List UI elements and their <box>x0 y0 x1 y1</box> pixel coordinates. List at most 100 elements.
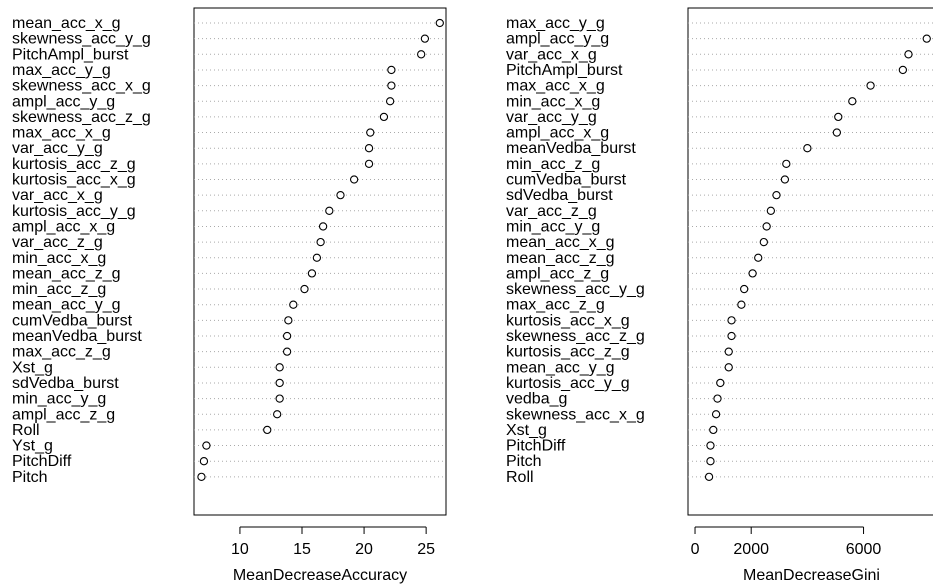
category-label: skewness_acc_z_g <box>12 109 151 126</box>
data-point <box>289 300 298 309</box>
data-point <box>300 284 309 294</box>
category-label: ampl_acc_x_g <box>506 125 609 142</box>
category-label: skewness_acc_z_g <box>506 328 645 345</box>
category-label: mean_acc_y_g <box>506 359 615 376</box>
data-point <box>318 222 328 231</box>
category-label: Roll <box>506 469 534 486</box>
category-label: Roll <box>12 422 40 439</box>
data-point <box>284 316 293 325</box>
category-label: ampl_acc_x_g <box>12 218 115 235</box>
x-tick-label: 10 <box>231 541 249 558</box>
data-point <box>904 50 913 59</box>
data-point <box>202 441 211 450</box>
category-label: kurtosis_acc_z_g <box>12 156 136 173</box>
data-point <box>435 18 444 28</box>
data-point <box>282 347 292 356</box>
data-point <box>364 159 374 168</box>
data-point <box>275 363 284 372</box>
category-label: min_acc_z_g <box>12 281 106 298</box>
category-label: max_acc_z_g <box>506 297 605 314</box>
data-point <box>385 97 395 106</box>
category-label: max_acc_z_g <box>12 344 111 361</box>
data-point <box>706 457 715 466</box>
data-point <box>834 112 843 122</box>
category-label: meanVedba_burst <box>12 328 142 345</box>
category-label: meanVedba_burst <box>506 140 636 157</box>
data-point <box>866 81 875 90</box>
data-point <box>766 206 776 215</box>
category-label: mean_acc_z_g <box>12 265 121 282</box>
data-point <box>724 363 733 372</box>
data-point <box>197 472 206 481</box>
data-point <box>263 425 272 435</box>
data-point <box>711 410 721 419</box>
category-label: skewness_acc_y_g <box>12 31 151 48</box>
data-point <box>898 65 908 75</box>
data-point <box>199 457 209 466</box>
category-label: PitchAmpl_burst <box>506 62 623 79</box>
data-point <box>417 50 426 59</box>
category-label: var_acc_y_g <box>506 109 597 126</box>
data-point <box>275 378 284 388</box>
data-point <box>832 128 842 137</box>
data-point <box>737 300 746 309</box>
category-label: kurtosis_acc_x_g <box>12 172 136 189</box>
data-point <box>727 316 736 325</box>
category-label: ampl_acc_y_g <box>506 31 609 48</box>
category-label: max_acc_x_g <box>506 78 605 95</box>
data-point <box>704 472 714 481</box>
category-label: vedba_g <box>506 391 567 408</box>
category-label: kurtosis_acc_z_g <box>506 344 630 361</box>
category-label: ampl_acc_z_g <box>12 406 115 423</box>
category-label: Pitch <box>12 469 48 486</box>
category-label: kurtosis_acc_y_g <box>506 375 630 392</box>
data-point <box>336 190 345 200</box>
category-label: min_acc_x_g <box>506 93 600 110</box>
data-point <box>754 253 763 262</box>
category-label: PitchAmpl_burst <box>12 46 129 63</box>
category-label: sdVedba_burst <box>506 187 613 204</box>
category-label: var_acc_z_g <box>12 234 103 251</box>
data-point <box>387 65 396 75</box>
x-tick-label: 0 <box>691 541 700 558</box>
data-point <box>273 410 282 419</box>
data-point <box>706 441 715 450</box>
category-label: mean_acc_x_g <box>12 15 121 32</box>
data-point <box>803 144 812 153</box>
category-label: Pitch <box>506 453 542 470</box>
data-point <box>366 128 375 137</box>
category-label: skewness_acc_x_g <box>12 78 151 95</box>
category-label: var_acc_z_g <box>506 203 597 220</box>
category-label: min_acc_y_g <box>12 391 106 408</box>
category-label: sdVedba_burst <box>12 375 119 392</box>
category-label: kurtosis_acc_y_g <box>12 203 136 220</box>
category-label: skewness_acc_y_g <box>506 281 645 298</box>
data-point <box>772 190 781 200</box>
data-point <box>316 237 325 247</box>
category-label: min_acc_z_g <box>506 156 600 173</box>
category-label: Xst_g <box>506 422 547 439</box>
category-label: Xst_g <box>12 359 53 376</box>
category-label: ampl_acc_y_g <box>12 93 115 110</box>
category-label: skewness_acc_x_g <box>506 406 645 423</box>
plot-frame-gini <box>687 7 933 516</box>
category-label: max_acc_y_g <box>506 15 605 32</box>
data-point <box>762 222 771 231</box>
category-label: kurtosis_acc_x_g <box>506 312 630 329</box>
data-point <box>387 81 396 90</box>
category-label: var_acc_x_g <box>506 46 597 63</box>
data-point <box>740 284 749 294</box>
data-point <box>848 97 857 106</box>
data-point <box>759 237 768 247</box>
data-point <box>379 112 389 122</box>
x-tick-label: 20 <box>355 541 373 558</box>
data-point <box>364 144 374 153</box>
category-label: cumVedba_burst <box>12 312 133 329</box>
category-label: max_acc_x_g <box>12 125 111 142</box>
data-point <box>325 206 334 215</box>
x-tick-label: 2000 <box>733 541 769 558</box>
category-label: min_acc_y_g <box>506 218 600 235</box>
category-label: mean_acc_y_g <box>12 297 121 314</box>
data-point <box>349 175 359 184</box>
category-label: Yst_g <box>12 438 53 455</box>
